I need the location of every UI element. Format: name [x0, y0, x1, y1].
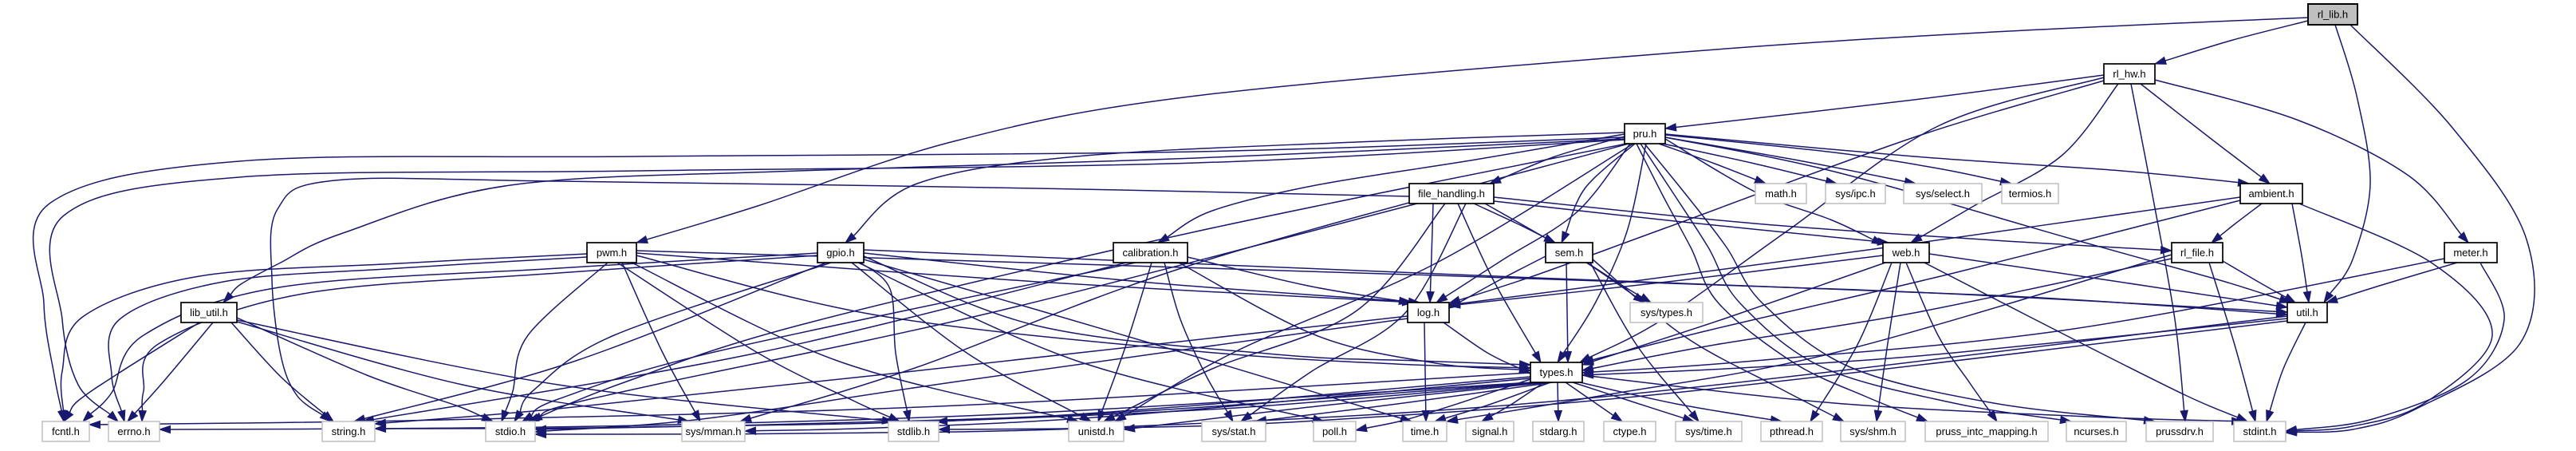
svg-text:ctype.h: ctype.h — [1613, 425, 1647, 437]
svg-text:sys/select.h: sys/select.h — [1916, 188, 1970, 200]
svg-text:sys/shm.h: sys/shm.h — [1849, 425, 1897, 437]
svg-text:pthread.h: pthread.h — [1770, 425, 1814, 437]
svg-text:pru.h: pru.h — [1633, 128, 1657, 140]
svg-text:signal.h: signal.h — [1472, 425, 1508, 437]
svg-text:rl_lib.h: rl_lib.h — [2318, 9, 2348, 21]
svg-text:fcntl.h: fcntl.h — [52, 425, 80, 437]
svg-text:ambient.h: ambient.h — [2248, 188, 2294, 200]
svg-text:sys/types.h: sys/types.h — [1641, 307, 1692, 318]
svg-text:web.h: web.h — [1892, 247, 1920, 259]
svg-text:file_handling.h: file_handling.h — [1418, 188, 1485, 200]
svg-text:string.h: string.h — [332, 425, 366, 437]
svg-text:meter.h: meter.h — [2453, 247, 2487, 259]
svg-text:rl_hw.h: rl_hw.h — [2113, 68, 2145, 80]
svg-text:types.h: types.h — [1540, 366, 1574, 378]
svg-text:sem.h: sem.h — [1555, 247, 1583, 259]
svg-text:pwm.h: pwm.h — [597, 247, 627, 259]
svg-text:sys/stat.h: sys/stat.h — [1212, 425, 1256, 437]
svg-text:stdio.h: stdio.h — [495, 425, 526, 437]
svg-text:termios.h: termios.h — [2009, 188, 2051, 200]
svg-text:pruss_intc_mapping.h: pruss_intc_mapping.h — [1936, 425, 2037, 437]
svg-text:poll.h: poll.h — [1322, 425, 1347, 437]
svg-text:gpio.h: gpio.h — [826, 247, 854, 259]
svg-text:ncurses.h: ncurses.h — [2074, 425, 2118, 437]
svg-text:prussdrv.h: prussdrv.h — [2156, 425, 2204, 437]
svg-text:sys/time.h: sys/time.h — [1685, 425, 1732, 437]
svg-text:log.h: log.h — [1417, 307, 1440, 318]
svg-text:calibration.h: calibration.h — [1122, 247, 1178, 259]
svg-text:sys/ipc.h: sys/ipc.h — [1835, 188, 1876, 200]
svg-text:sys/mman.h: sys/mman.h — [685, 425, 741, 437]
svg-text:unistd.h: unistd.h — [1078, 425, 1115, 437]
svg-text:rl_file.h: rl_file.h — [2180, 247, 2214, 259]
svg-text:errno.h: errno.h — [117, 425, 150, 437]
svg-text:stdlib.h: stdlib.h — [897, 425, 930, 437]
svg-text:util.h: util.h — [2296, 307, 2318, 318]
svg-text:time.h: time.h — [1411, 425, 1439, 437]
svg-text:math.h: math.h — [1765, 188, 1797, 200]
svg-text:stdint.h: stdint.h — [2243, 425, 2277, 437]
svg-text:stdarg.h: stdarg.h — [1540, 425, 1578, 437]
svg-text:lib_util.h: lib_util.h — [190, 307, 228, 318]
